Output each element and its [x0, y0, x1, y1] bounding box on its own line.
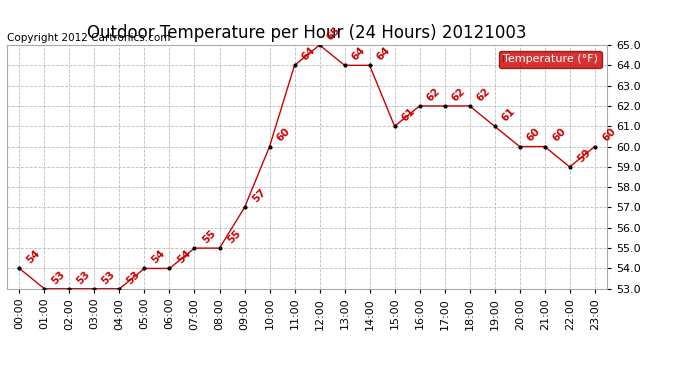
Text: 53: 53 [100, 268, 117, 286]
Text: 62: 62 [425, 86, 442, 103]
Text: 61: 61 [500, 106, 518, 123]
Text: 54: 54 [175, 248, 193, 266]
Text: 55: 55 [225, 228, 242, 245]
Text: 60: 60 [275, 126, 293, 144]
Text: 60: 60 [525, 126, 542, 144]
Text: 65: 65 [325, 25, 342, 42]
Legend: Temperature (°F): Temperature (°F) [499, 51, 602, 68]
Text: 57: 57 [250, 187, 268, 205]
Text: 62: 62 [450, 86, 468, 103]
Text: 64: 64 [375, 45, 393, 63]
Text: 53: 53 [125, 268, 142, 286]
Text: 54: 54 [150, 248, 168, 266]
Text: 61: 61 [400, 106, 417, 123]
Text: 60: 60 [550, 126, 568, 144]
Text: 64: 64 [300, 45, 317, 63]
Text: Copyright 2012 Cartronics.com: Copyright 2012 Cartronics.com [7, 33, 170, 43]
Text: 60: 60 [600, 126, 618, 144]
Text: 62: 62 [475, 86, 493, 103]
Text: 54: 54 [25, 248, 42, 266]
Text: 53: 53 [50, 268, 68, 286]
Text: 53: 53 [75, 268, 92, 286]
Text: 59: 59 [575, 147, 593, 164]
Text: 64: 64 [350, 45, 368, 63]
Text: 55: 55 [200, 228, 217, 245]
Title: Outdoor Temperature per Hour (24 Hours) 20121003: Outdoor Temperature per Hour (24 Hours) … [88, 24, 526, 42]
